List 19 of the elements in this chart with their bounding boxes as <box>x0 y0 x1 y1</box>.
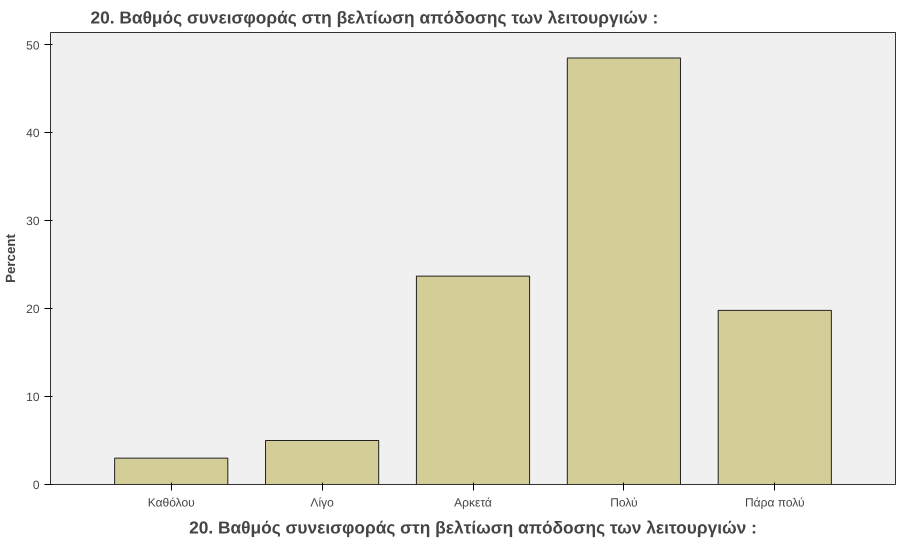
bar <box>265 440 380 484</box>
bar <box>566 58 681 484</box>
x-tick-label: Αρκετά <box>454 496 492 510</box>
y-axis-title: Percent <box>3 233 18 283</box>
bar <box>114 458 228 484</box>
y-tick-label: 40 <box>26 126 40 140</box>
x-tick-label: Πάρα πολύ <box>745 496 805 510</box>
x-axis-title: 20. Βαθμός συνεισφοράς στη βελτίωση απόδοσης των λειτουργιών : <box>189 518 757 538</box>
y-tick-label: 10 <box>26 390 40 404</box>
chart-title: 20. Βαθμός συνεισφοράς στη βελτίωση απόδοσης των λειτουργιών : <box>90 8 658 28</box>
x-tick-label: Καθόλου <box>148 496 195 510</box>
y-tick-label: 0 <box>32 478 40 492</box>
bar <box>718 310 832 484</box>
y-tick-label: 50 <box>26 38 40 52</box>
x-tick-label: Πολύ <box>610 496 638 510</box>
y-tick-label: 20 <box>26 302 40 316</box>
y-tick-label: 30 <box>26 214 40 228</box>
x-tick-label: Λίγο <box>310 496 334 510</box>
bar <box>416 276 530 484</box>
